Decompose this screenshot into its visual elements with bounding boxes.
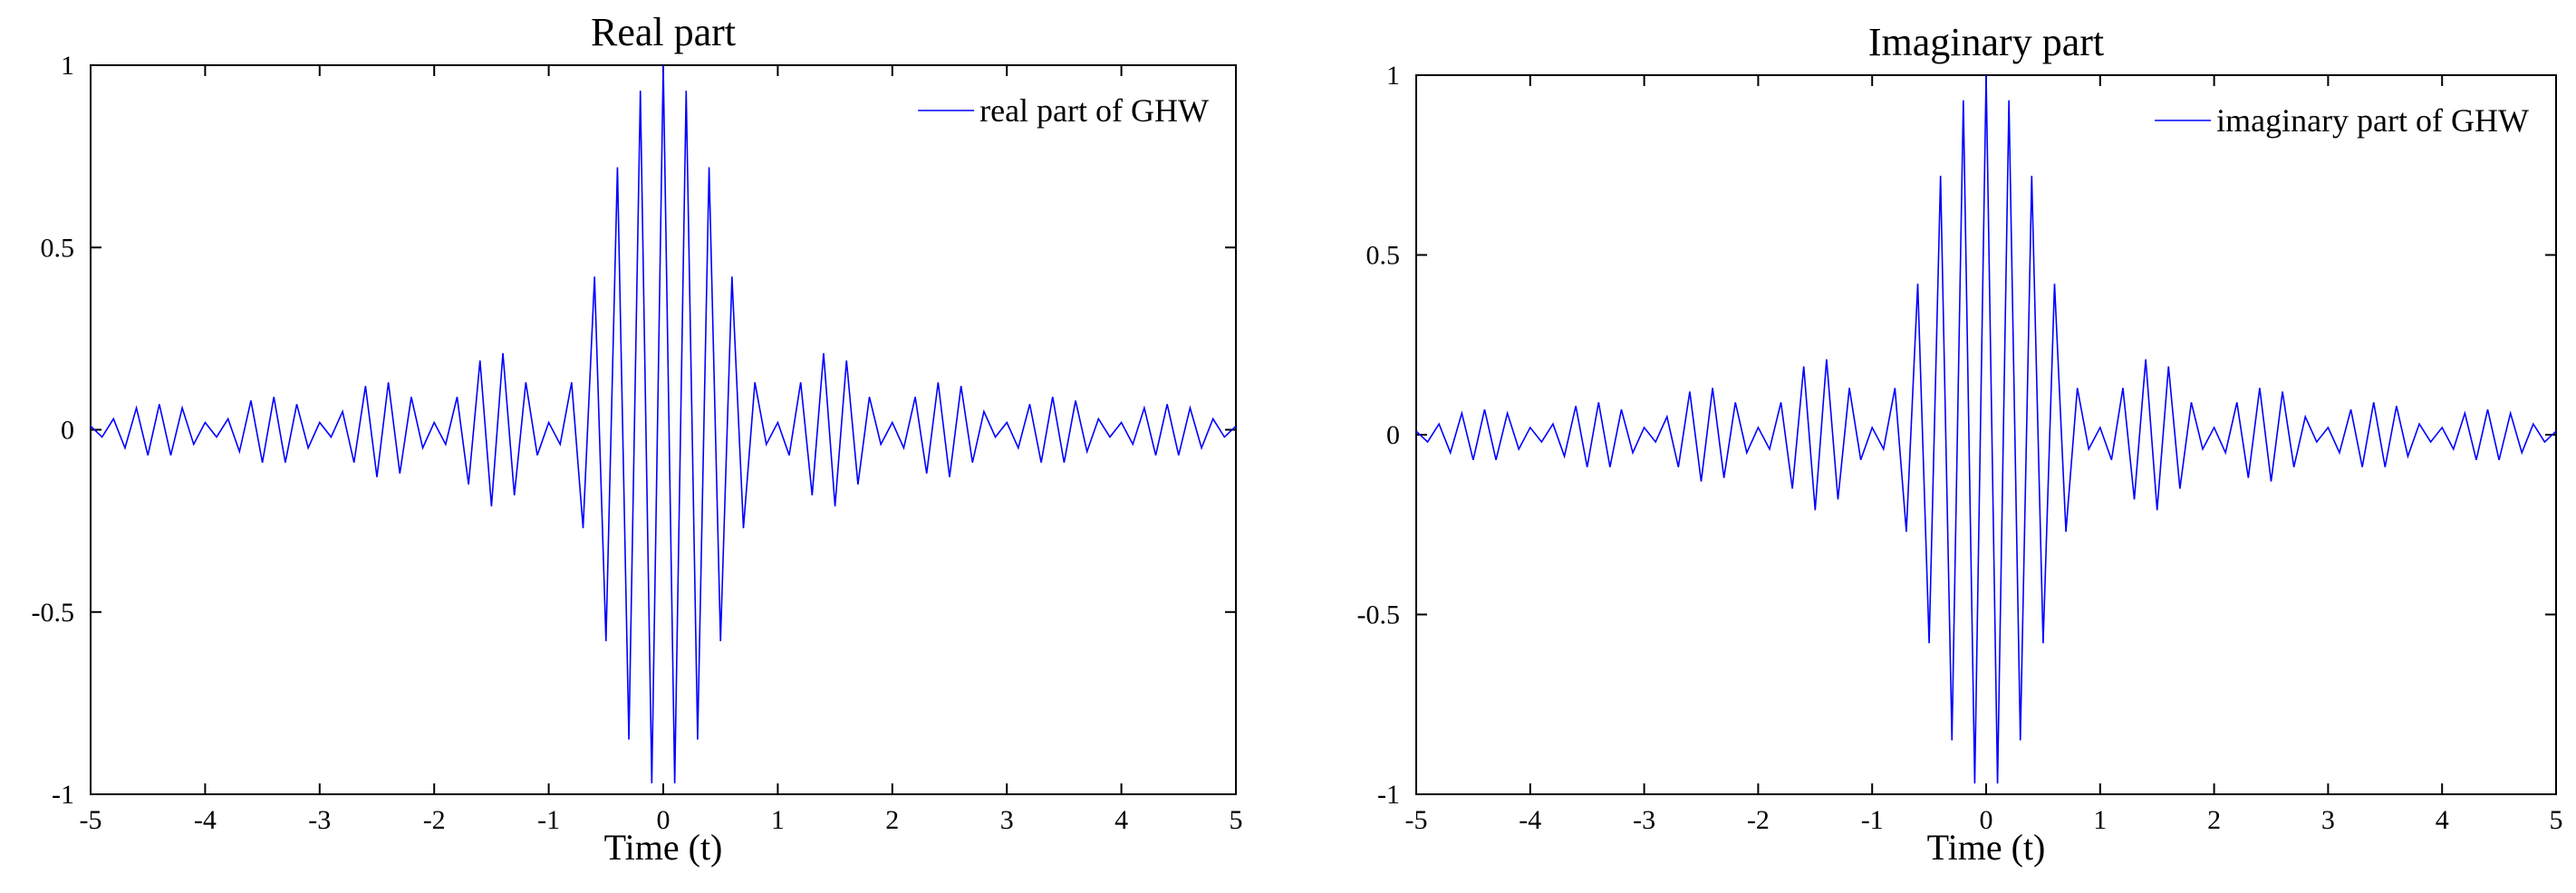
x-tick-label: 5 <box>1230 805 1243 835</box>
y-tick-label: 1 <box>1386 61 1400 91</box>
subplot: Imaginary part Time (t) -5 -4 -3 -2 -1 0 1 2 3 4 5 -1… <box>1357 20 2563 868</box>
x-tick-label: -4 <box>194 805 217 835</box>
legend-label: imaginary part of GHW <box>2216 102 2529 139</box>
x-tick-label: -3 <box>308 805 331 835</box>
chart-title: Real part <box>591 10 736 54</box>
data-line <box>90 64 1237 783</box>
y-tick-label: 1 <box>61 51 74 81</box>
x-tick-label: -5 <box>80 805 102 835</box>
subplot: Real part Time (t) -5 -4 -3 -2 -1 0 1 2 3 4 5 -1 -0.5 0… <box>32 10 1243 868</box>
y-tick-label: 0.5 <box>41 233 75 263</box>
x-tick-label: -2 <box>1747 805 1770 835</box>
plot-area <box>90 64 1237 795</box>
x-tick-label: 1 <box>2093 805 2107 835</box>
y-tick-label: -1 <box>52 780 74 810</box>
x-tick-label: -4 <box>1519 805 1541 835</box>
x-tick-label: 4 <box>2436 805 2449 835</box>
y-tick-label: 0.5 <box>1366 241 1401 271</box>
x-tick-label: 1 <box>771 805 785 835</box>
x-tick-label: -3 <box>1633 805 1655 835</box>
x-axis-label: Time (t) <box>604 827 723 868</box>
x-tick-label: -2 <box>423 805 446 835</box>
y-tick-label: -0.5 <box>1357 600 1401 630</box>
x-tick-label: 2 <box>2207 805 2221 835</box>
legend-label: real part of GHW <box>979 92 1209 129</box>
x-tick-label: -5 <box>1405 805 1428 835</box>
y-tick-label: 0 <box>1386 420 1400 450</box>
y-tick-label: -0.5 <box>32 598 75 628</box>
x-tick-label: -1 <box>1861 805 1884 835</box>
chart-title: Imaginary part <box>1868 20 2104 64</box>
y-tick-label: -1 <box>1377 780 1400 810</box>
x-tick-label: 0 <box>657 805 671 835</box>
y-tick-label: 0 <box>61 416 74 446</box>
x-tick-label: -1 <box>537 805 560 835</box>
x-tick-label: 3 <box>1000 805 1014 835</box>
x-tick-label: 0 <box>1980 805 1993 835</box>
x-tick-label: 2 <box>885 805 899 835</box>
x-tick-label: 4 <box>1114 805 1128 835</box>
x-axis-label: Time (t) <box>1927 827 2046 868</box>
data-line <box>1415 74 2557 784</box>
x-tick-label: 5 <box>2550 805 2563 835</box>
x-tick-label: 3 <box>2321 805 2335 835</box>
plot-area <box>1415 74 2557 795</box>
